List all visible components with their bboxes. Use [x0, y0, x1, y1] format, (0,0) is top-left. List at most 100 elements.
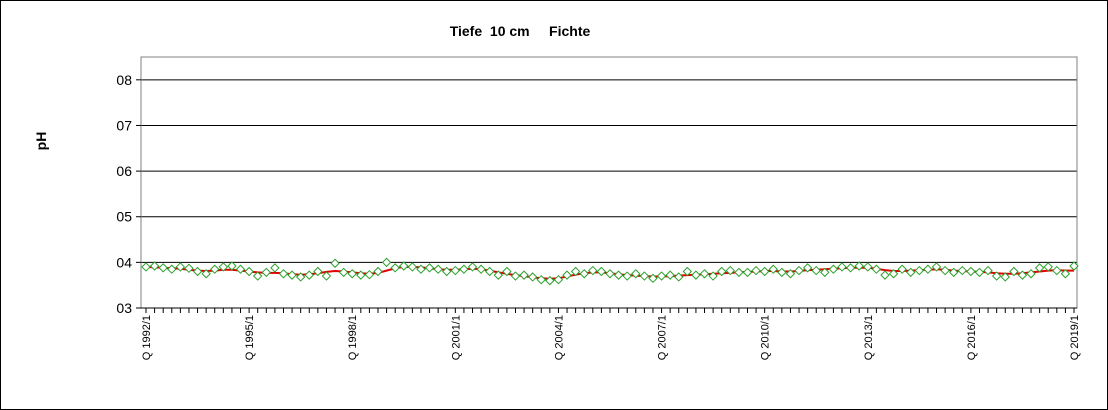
data-point	[373, 266, 383, 277]
data-point	[158, 263, 168, 273]
data-point	[837, 262, 847, 272]
y-tick-label: 03	[116, 300, 132, 316]
y-tick-label: 05	[116, 209, 132, 225]
data-point	[210, 264, 220, 274]
data-point	[381, 257, 392, 268]
data-point	[648, 273, 658, 284]
data-point	[553, 274, 564, 285]
data-point	[820, 267, 830, 278]
data-point	[906, 267, 916, 278]
x-tick-label: Q 2007/1	[657, 315, 669, 360]
data-point	[974, 267, 985, 278]
x-tick-label: Q 2004/1	[553, 315, 565, 360]
data-point	[278, 269, 289, 279]
data-point	[716, 266, 727, 277]
data-point	[536, 274, 546, 285]
data-point	[141, 262, 151, 272]
data-point	[802, 263, 813, 273]
data-point	[1052, 265, 1062, 276]
data-point	[321, 271, 332, 281]
data-point	[227, 261, 237, 271]
data-point	[674, 272, 684, 282]
data-point	[252, 271, 263, 281]
data-point	[948, 267, 959, 278]
x-tick-label: Q 1995/1	[244, 315, 256, 360]
data-point	[845, 263, 856, 273]
data-point	[613, 270, 624, 280]
data-point	[149, 261, 160, 271]
data-point	[270, 263, 280, 273]
data-point	[399, 261, 409, 271]
data-point	[828, 264, 839, 274]
y-tick-label: 06	[116, 163, 132, 179]
data-point	[966, 266, 976, 277]
data-point	[510, 271, 521, 281]
data-point	[416, 264, 426, 274]
data-point	[476, 264, 486, 274]
y-tick-label: 08	[116, 72, 132, 88]
data-point	[888, 269, 899, 279]
data-point	[218, 262, 229, 272]
data-point	[433, 264, 443, 274]
data-point	[931, 262, 942, 272]
data-point	[940, 265, 950, 276]
measured-series	[141, 257, 1079, 286]
data-point	[656, 271, 667, 281]
data-point	[467, 262, 478, 272]
data-point	[991, 271, 1002, 281]
x-tick-label: Q 2013/1	[863, 315, 875, 360]
data-point	[734, 267, 744, 278]
data-point	[863, 262, 873, 272]
data-point	[364, 269, 375, 280]
data-point	[691, 270, 701, 280]
data-point	[639, 271, 650, 281]
data-point	[605, 269, 615, 279]
data-point	[570, 266, 581, 277]
data-point	[811, 265, 821, 276]
y-tick-label: 07	[116, 117, 132, 133]
data-point	[1000, 272, 1010, 282]
data-point	[742, 267, 753, 278]
data-point	[519, 270, 529, 280]
data-point	[957, 265, 968, 276]
x-tick-label: Q 2001/1	[450, 315, 462, 360]
data-point	[493, 270, 504, 280]
data-point	[1043, 262, 1053, 272]
y-axis-ticks: 03 04 05 06 07 08	[116, 72, 141, 316]
data-point	[725, 265, 736, 276]
data-point	[665, 270, 675, 280]
data-point	[390, 263, 400, 273]
data-point	[304, 270, 314, 280]
data-point	[631, 269, 641, 279]
data-point	[871, 264, 882, 274]
data-point	[854, 261, 864, 271]
data-point	[424, 263, 435, 273]
data-point	[1060, 269, 1071, 279]
data-point	[897, 264, 907, 274]
data-point	[235, 264, 246, 274]
data-point	[184, 263, 194, 274]
x-tick-label: Q 2019/1	[1069, 315, 1081, 360]
data-point	[923, 264, 933, 274]
data-point	[794, 265, 804, 276]
data-point	[201, 269, 211, 279]
data-point	[588, 265, 598, 276]
grid-lines	[141, 79, 1077, 263]
y-tick-label: 04	[116, 254, 132, 270]
data-point	[880, 270, 890, 280]
data-point	[785, 269, 796, 279]
data-point	[1009, 266, 1019, 277]
data-point	[777, 267, 787, 278]
data-point	[313, 266, 323, 277]
data-point	[330, 258, 340, 268]
data-point	[545, 275, 555, 286]
data-point	[562, 270, 572, 280]
data-point	[1069, 261, 1079, 271]
x-tick-label: Q 2016/1	[966, 315, 978, 360]
x-tick-label: Q 1992/1	[141, 315, 153, 360]
data-point	[622, 271, 632, 281]
data-point	[708, 271, 718, 281]
data-point	[579, 269, 589, 279]
